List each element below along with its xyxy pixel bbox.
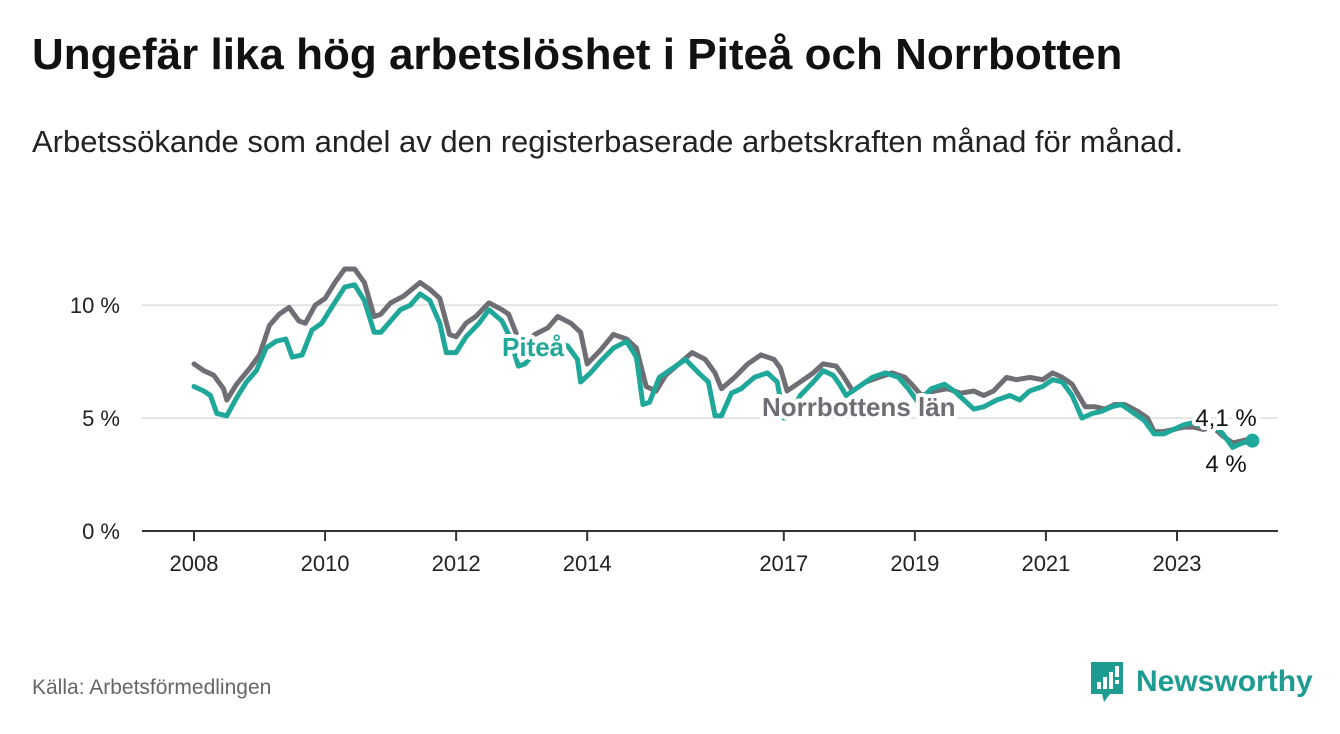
x-tick-label: 2014 — [563, 551, 612, 576]
source-note: Källa: Arbetsförmedlingen — [32, 676, 272, 699]
norrbotten-end-label-halo: 4,1 % — [1195, 405, 1256, 432]
pitea-label: Piteå — [502, 332, 565, 362]
x-tick-label: 2019 — [890, 551, 939, 576]
pitea-end-label: 4 % — [1205, 451, 1246, 478]
pitea-end-marker — [1245, 433, 1260, 448]
chart-subtitle: Arbetssökande som andel av den registerb… — [32, 124, 1184, 159]
x-tick-label: 2008 — [170, 551, 219, 576]
series-lines — [191, 266, 1260, 450]
pitea-line — [191, 282, 1255, 450]
newsworthy-logo: Newsworthy — [1088, 660, 1313, 704]
y-axis: 0 % 5 % 10 % — [70, 293, 120, 544]
norrbotten-line — [191, 266, 1255, 446]
newsworthy-logo-icon — [1091, 662, 1123, 702]
y-tick-label: 5 % — [82, 406, 120, 431]
x-tick-label: 2021 — [1021, 551, 1070, 576]
x-tick-label: 2010 — [301, 551, 350, 576]
pitea-label-halo: Piteå — [502, 332, 565, 362]
y-tick-label: 0 % — [82, 519, 120, 544]
x-axis: 2008 2010 2012 2014 2017 2019 2021 2023 — [142, 530, 1278, 576]
norrbotten-label-halo: Norrbottens län — [762, 392, 956, 422]
y-tick-label: 10 % — [70, 293, 120, 318]
brand-name: Newsworthy — [1136, 665, 1313, 698]
norrbotten-end-label: 4,1 % — [1195, 405, 1256, 432]
x-tick-label: 2012 — [432, 551, 481, 576]
x-tick-label: 2017 — [759, 551, 808, 576]
pitea-end-label-halo: 4 % — [1205, 451, 1246, 478]
norrbotten-label: Norrbottens län — [762, 392, 956, 422]
x-tick-label: 2023 — [1153, 551, 1202, 576]
chart-title: Ungefär lika hög arbetslöshet i Piteå oc… — [32, 30, 1123, 79]
